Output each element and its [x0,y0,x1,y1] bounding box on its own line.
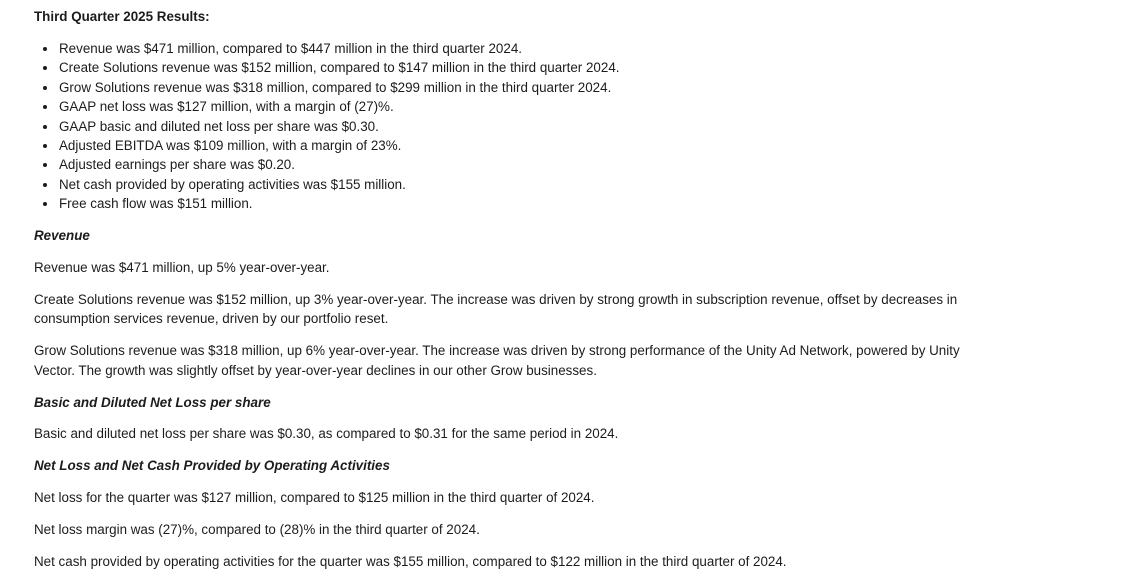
paragraph: Create Solutions revenue was $152 millio… [34,291,958,327]
paragraph: Revenue was $471 million, up 5% year-ove… [34,259,330,275]
section-title: Third Quarter 2025 Results: [34,9,210,24]
list-item: GAAP net loss was $127 million, with a m… [34,97,994,116]
eps-heading: Basic and Diluted Net Loss per share [34,394,271,410]
revenue-heading: Revenue [34,228,90,244]
list-item: GAAP basic and diluted net loss per shar… [34,117,994,136]
list-item: Revenue was $471 million, compared to $4… [34,39,994,58]
document: Third Quarter 2025 Results: Revenue was … [34,9,994,570]
paragraph: Net loss for the quarter was $127 millio… [34,490,595,506]
list-item: Create Solutions revenue was $152 millio… [34,58,994,77]
paragraph: Grow Solutions revenue was $318 million,… [34,343,960,378]
paragraph: Net loss margin was (27)%, compared to (… [34,522,480,538]
net-loss-heading: Net Loss and Net Cash Provided by Operat… [34,458,390,474]
list-item: Free cash flow was $151 million. [34,194,994,213]
paragraph: Basic and diluted net loss per share was… [34,426,619,442]
paragraph: Net cash provided by operating activitie… [34,554,787,570]
highlights-list: Revenue was $471 million, compared to $4… [34,39,994,214]
list-item: Adjusted EBITDA was $109 million, with a… [34,136,994,155]
list-item: Grow Solutions revenue was $318 million,… [34,78,994,97]
list-item: Net cash provided by operating activitie… [34,175,994,194]
list-item: Adjusted earnings per share was $0.20. [34,155,994,174]
